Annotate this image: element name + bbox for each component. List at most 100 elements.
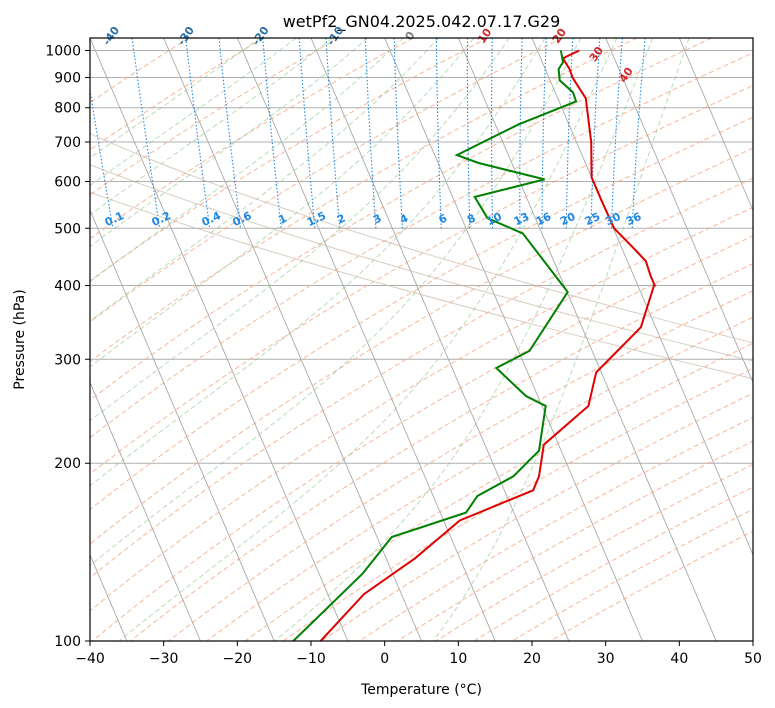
dry-adiabat xyxy=(206,316,753,641)
dry-adiabat xyxy=(511,508,753,641)
mixing-ratio-line xyxy=(610,38,623,229)
moist-adiabat xyxy=(90,38,546,487)
y-tick-label: 800 xyxy=(54,101,81,117)
mixing-ratio-line xyxy=(435,38,442,229)
x-tick-label: 20 xyxy=(523,651,541,667)
x-tick-label: 40 xyxy=(670,651,688,667)
dry-adiabat xyxy=(90,177,753,579)
y-tick-label: 300 xyxy=(54,352,81,368)
dry-adiabat xyxy=(90,38,563,323)
mixing-ratio-line xyxy=(298,38,316,229)
x-tick-label: 50 xyxy=(744,651,762,667)
dry-adiabat-label: -40 xyxy=(100,24,122,48)
isotherm-gridline xyxy=(678,38,753,212)
isotherm-gridline xyxy=(457,38,717,641)
mixing-ratio-line xyxy=(466,38,471,229)
y-tick-label: 500 xyxy=(54,221,81,237)
x-tick-label: −40 xyxy=(75,651,105,667)
mixing-ratio-label: 13 xyxy=(512,210,531,228)
mixing-ratio-label: 10 xyxy=(484,210,504,228)
dry-adiabat xyxy=(90,38,339,196)
dry-adiabat xyxy=(90,38,712,401)
mixing-ratio-line xyxy=(185,38,211,229)
mixing-ratio-line xyxy=(325,38,341,229)
y-tick-label: 600 xyxy=(54,175,81,191)
dry-adiabat xyxy=(90,38,638,363)
mixing-ratio-line xyxy=(490,38,494,229)
plot-frame xyxy=(89,37,754,642)
isotherm-gridline xyxy=(90,38,349,641)
moist-adiabat xyxy=(90,38,510,422)
isotherm-gridline xyxy=(752,38,753,40)
dry-adiabat xyxy=(90,38,264,151)
x-axis-title: Temperature (°C) xyxy=(360,682,482,698)
x-tick-label: 10 xyxy=(449,651,467,667)
dry-adiabat xyxy=(244,342,753,641)
mixing-ratio-label: 0.6 xyxy=(230,209,253,229)
moist-adiabat xyxy=(90,38,369,247)
isotherm-gridline xyxy=(236,38,496,641)
dry-adiabat xyxy=(282,367,753,641)
mixing-ratio-line xyxy=(541,38,547,229)
dry-adiabat-label: 40 xyxy=(616,65,636,85)
mixing-ratio-line xyxy=(393,38,404,229)
dry-adiabat xyxy=(90,116,753,511)
mixing-ratio-line xyxy=(590,38,601,229)
moist-adiabat xyxy=(90,38,333,216)
x-tick-label: −10 xyxy=(296,651,326,667)
x-axis-ticks: −40 −30 −20 −10 0 10 20 30 40 50 xyxy=(75,641,762,667)
mixing-ratio-label: 16 xyxy=(534,210,554,228)
moist-adiabat xyxy=(90,38,404,283)
mixing-ratio-label: 6 xyxy=(437,211,450,226)
reference-curve xyxy=(90,133,753,344)
dry-adiabat xyxy=(90,38,190,104)
isotherm-gridline xyxy=(90,209,275,641)
mixing-ratio-line xyxy=(364,38,377,229)
isotherm-gridline xyxy=(531,38,753,557)
mixing-ratio-line xyxy=(519,38,523,229)
y-tick-label: 100 xyxy=(54,634,81,650)
mixing-ratio-line xyxy=(262,38,282,229)
dry-adiabat xyxy=(91,235,753,641)
x-tick-label: −20 xyxy=(223,651,253,667)
isotherm-gridline xyxy=(384,38,643,641)
mixing-ratio-label: 20 xyxy=(558,210,578,228)
dry-adiabat xyxy=(168,290,753,641)
moist-adiabat xyxy=(432,38,690,641)
mixing-ratio-label: 30 xyxy=(603,210,623,228)
dry-adiabat xyxy=(90,147,753,545)
mixing-ratio-label: 4 xyxy=(398,211,411,226)
mixing-ratio-label: 36 xyxy=(624,210,644,228)
dry-adiabat xyxy=(90,38,414,240)
chart-title: wetPf2_GN04.2025.042.07.17.G29 xyxy=(283,12,561,32)
moist-adiabat xyxy=(90,38,439,322)
mixing-ratio-label: 3 xyxy=(371,212,383,227)
moist-adiabat xyxy=(90,38,297,187)
mixing-ratio-line xyxy=(631,38,646,229)
dewpoint-trace xyxy=(292,50,578,641)
moist-adiabat xyxy=(118,38,618,641)
mixing-ratio-line xyxy=(218,38,242,229)
isotherm-gridline xyxy=(605,38,753,384)
moist-adiabat xyxy=(90,38,261,159)
moist-adiabat xyxy=(274,38,654,641)
dry-adiabat xyxy=(130,263,753,641)
dry-adiabat xyxy=(90,85,753,475)
isotherm-gridline xyxy=(163,38,422,641)
y-tick-label: 200 xyxy=(54,456,81,472)
mixing-ratio-label: 0.2 xyxy=(150,209,173,229)
mixing-ratio-label: 1.5 xyxy=(305,209,328,229)
mixing-ratio-label: 1 xyxy=(276,212,288,227)
plot-area xyxy=(90,38,753,641)
dry-adiabat xyxy=(90,38,488,282)
y-axis-ticks: 100 200 300 400 500 600 700 800 900 1000 xyxy=(45,44,90,650)
mixing-ratio-line xyxy=(90,86,114,229)
y-tick-label: 400 xyxy=(54,278,81,294)
y-tick-label: 1000 xyxy=(45,44,81,60)
dry-adiabat xyxy=(359,416,753,641)
x-tick-label: −30 xyxy=(149,651,179,667)
mixing-ratio-label: 25 xyxy=(583,210,602,228)
x-tick-label: 0 xyxy=(380,651,389,667)
x-tick-label: 30 xyxy=(597,651,615,667)
